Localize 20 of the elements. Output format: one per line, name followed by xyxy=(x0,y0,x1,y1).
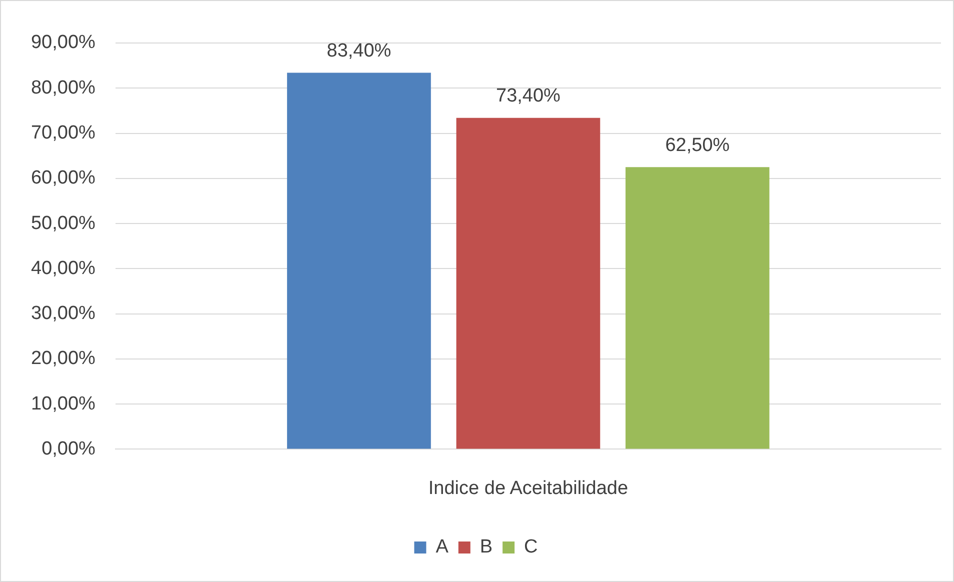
legend-label: B xyxy=(480,536,493,558)
y-tick-label: 40,00% xyxy=(30,258,96,279)
y-tick-label: 90,00% xyxy=(30,32,96,54)
y-tick-label: 30,00% xyxy=(30,303,96,324)
data-label: 73,40% xyxy=(496,86,561,107)
bar xyxy=(456,118,600,449)
legend-label: C xyxy=(524,536,538,558)
x-tick-label: Indice de Aceitabilidade xyxy=(428,478,628,499)
legend-label: A xyxy=(436,536,449,558)
y-tick-label: 0,00% xyxy=(42,438,96,460)
data-label: 83,40% xyxy=(326,40,392,62)
y-tick-label: 20,00% xyxy=(30,348,96,370)
y-tick-label: 60,00% xyxy=(30,168,96,189)
y-tick-label: 80,00% xyxy=(30,77,96,98)
bar xyxy=(287,72,431,449)
y-tick-label: 50,00% xyxy=(30,212,96,234)
bar xyxy=(626,167,770,449)
y-tick-label: 10,00% xyxy=(30,393,96,414)
data-label: 62,50% xyxy=(665,134,730,156)
y-tick-label: 70,00% xyxy=(30,122,96,144)
